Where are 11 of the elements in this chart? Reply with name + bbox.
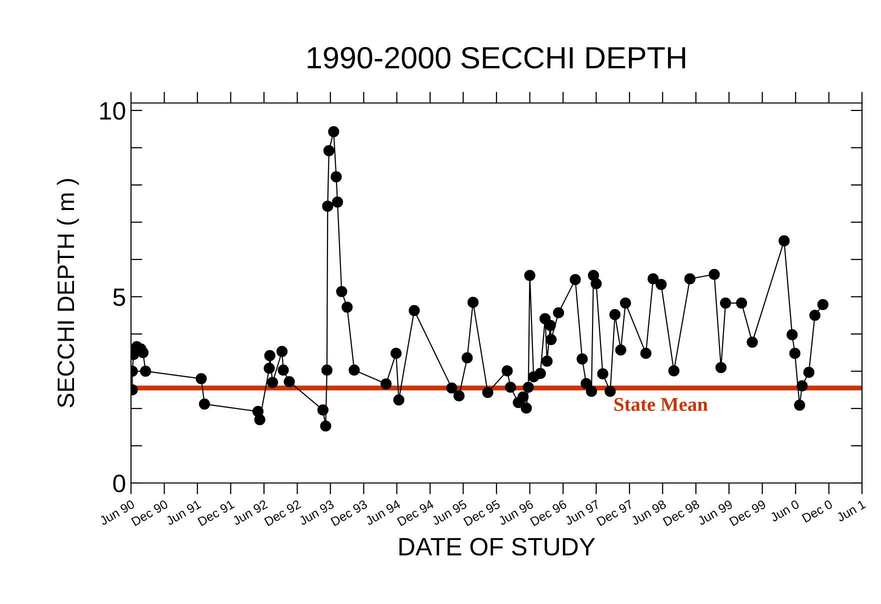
x-tick-label: Jun 0 bbox=[769, 500, 800, 522]
chart-title: 1990-2000 SECCHI DEPTH bbox=[308, 46, 686, 69]
x-tick-label: Dec 97 bbox=[596, 500, 634, 526]
y-axis-title: SECCHI DEPTH ( m ) bbox=[56, 179, 79, 408]
y-tick-label: 10 bbox=[100, 102, 126, 120]
x-axis-title: DATE OF STUDY bbox=[399, 538, 596, 556]
x-tick-label: Dec 0 bbox=[802, 500, 834, 523]
ref-line-label: State Mean bbox=[614, 398, 708, 411]
x-tick-label: Jun 1 bbox=[836, 500, 866, 522]
y-tick-label: 5 bbox=[113, 288, 126, 306]
y-tick-label: 0 bbox=[113, 474, 126, 492]
